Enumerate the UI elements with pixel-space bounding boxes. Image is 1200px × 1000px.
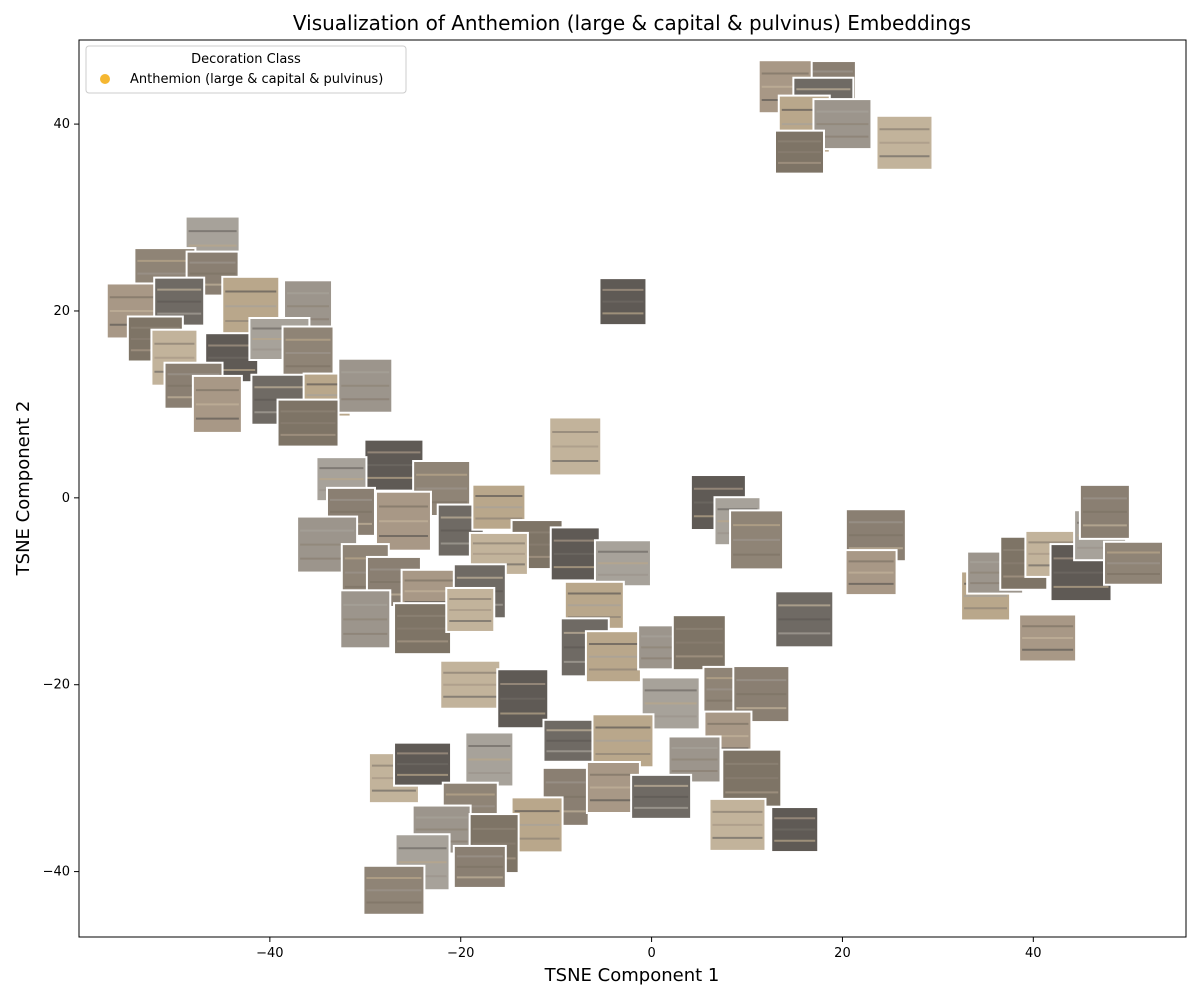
x-tick-label: 40 [1025,946,1042,961]
x-tick-label: −20 [447,946,474,961]
x-axis-ticks: −40 −20 0 20 40 [256,937,1042,961]
legend-marker [100,74,110,84]
embedding-point [729,509,785,571]
embedding-point [337,357,394,414]
embedding-point [471,483,527,531]
embedding-point [593,539,652,588]
embedding-point [439,659,502,710]
legend-entry-label: Anthemion (large & capital & pulvinus) [130,72,383,87]
y-tick-label: −40 [43,865,70,880]
embedding-point [732,665,791,724]
embedding-point [708,797,767,852]
embedding-point [393,602,453,656]
embedding-point [1078,483,1131,540]
y-tick-label: 20 [53,304,70,319]
embedding-point [591,713,655,769]
embedding-point [1018,613,1078,663]
y-axis-ticks: −40 −20 0 20 40 [43,117,79,880]
embedding-point [542,718,599,763]
embedding-point [598,277,648,327]
embedding-point [339,589,392,650]
legend-box [85,45,407,94]
y-tick-label: 0 [62,491,70,506]
embedding-point [452,844,507,889]
y-tick-label: 40 [53,117,70,132]
chart-title: Visualization of Anthemion (large & capi… [293,11,971,35]
embedding-point [393,741,453,787]
embedding-point [362,864,426,916]
embedding-point [584,630,642,684]
x-tick-label: 20 [834,946,851,961]
points-layer [105,59,1165,916]
embedding-point [1103,540,1165,586]
embedding-point [630,773,693,820]
embedding-point [496,668,550,730]
embedding-point [774,590,835,649]
embedding-point [191,374,243,434]
embedding-point [875,114,934,171]
embedding-point [464,731,515,788]
x-tick-label: 0 [647,946,655,961]
embedding-point [374,490,432,552]
embedding-point [549,526,601,582]
embedding-point [844,549,898,597]
embedding-point [281,325,335,381]
embedding-point [721,748,783,808]
legend-title: Decoration Class [191,52,301,67]
embedding-point [363,438,425,492]
y-axis-label: TSNE Component 2 [13,401,34,577]
embedding-point [671,614,727,672]
x-axis-label: TSNE Component 1 [544,965,720,986]
plot-area-frame [78,39,1187,938]
embedding-point [770,806,820,854]
x-tick-label: −40 [256,946,283,961]
embedding-point [548,416,603,477]
y-tick-label: −20 [43,678,70,693]
legend: Decoration Class Anthemion (large & capi… [85,45,407,94]
embedding-point [445,586,496,633]
embedding-point [276,398,340,448]
embedding-point [774,129,826,175]
